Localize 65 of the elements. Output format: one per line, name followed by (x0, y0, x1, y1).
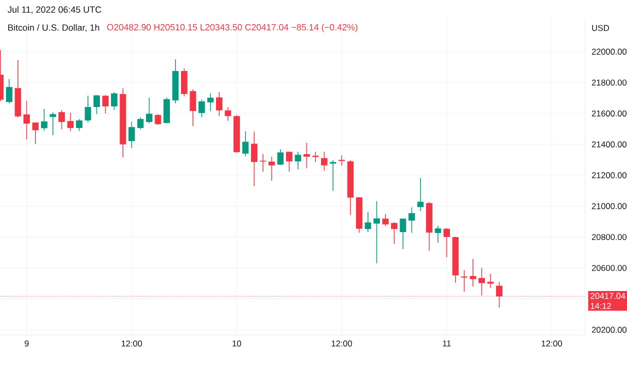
candlestick (216, 92, 222, 116)
candlestick (224, 106, 232, 122)
candlestick (242, 130, 249, 157)
candlestick (304, 142, 310, 169)
candlestick (364, 212, 372, 232)
y-tick-label: 20600.00 (592, 264, 626, 271)
candlestick (286, 152, 292, 172)
candlestick (268, 156, 275, 182)
candlestick (260, 154, 266, 172)
candlestick (277, 148, 284, 166)
x-tick-label: 9 (24, 340, 29, 347)
candlestick (164, 97, 170, 124)
y-tick-label: 21000.00 (592, 203, 626, 210)
candlestick (84, 95, 92, 123)
candlestick (102, 94, 109, 114)
candlestick (58, 110, 65, 130)
candlestick (417, 178, 424, 212)
candlestick (32, 122, 39, 144)
x-tick-label: 12:00 (332, 340, 352, 347)
text: Jul 11, 2022 06:45 UTC (8, 6, 102, 14)
candlestick (137, 116, 144, 130)
y-tick-label: 22000.00 (592, 48, 626, 55)
candlestick (391, 222, 398, 244)
y-axis-title: USD (592, 24, 609, 31)
candlestick (382, 214, 389, 226)
y-tick-label: 21600.00 (592, 110, 626, 116)
candlestick (470, 258, 476, 288)
candlestick (154, 114, 162, 126)
candlestick (190, 88, 196, 126)
candlestick (251, 131, 258, 186)
ref-line-label: 20417.04 (590, 292, 626, 299)
text: O20482.90 H20510.15 L20343.50 C20417.04 −85.14 (−0.42%) (107, 24, 358, 32)
candlestick (50, 112, 56, 136)
candlestick (434, 225, 442, 244)
candlestick (181, 68, 188, 97)
candlestick (128, 121, 135, 148)
candlestick (321, 151, 328, 172)
candlestick (146, 97, 152, 124)
candlestick (111, 92, 118, 110)
candlestick (408, 206, 415, 234)
y-tick-label: 21400.00 (592, 141, 626, 148)
y-tick-label: 21200.00 (592, 172, 626, 178)
x-tick-label: 10 (232, 340, 242, 347)
candlestick (444, 228, 450, 258)
candlestick (294, 151, 302, 170)
candlestick (6, 78, 12, 104)
text: Bitcoin / U.S. Dollar, 1h (8, 24, 100, 32)
candlestick (76, 118, 82, 132)
candlestick (487, 273, 494, 288)
candlestick (400, 218, 406, 250)
x-tick-label: 12:00 (122, 340, 142, 347)
y-tick-label: 20800.00 (592, 234, 626, 240)
candlestick (207, 92, 214, 112)
x-tick-label: 12:00 (542, 340, 562, 347)
x-tick-label: 11 (442, 340, 451, 346)
text: 14:12 (590, 302, 611, 309)
candlestick (24, 100, 30, 140)
candlestick (94, 94, 100, 114)
y-tick-label: 21800.00 (592, 80, 626, 86)
candlestick (41, 108, 48, 132)
candlestick (198, 99, 205, 118)
y-tick-label: 20200.00 (592, 326, 626, 333)
candlestick (67, 112, 74, 132)
candlestick (478, 268, 485, 296)
candlestick (374, 200, 380, 264)
